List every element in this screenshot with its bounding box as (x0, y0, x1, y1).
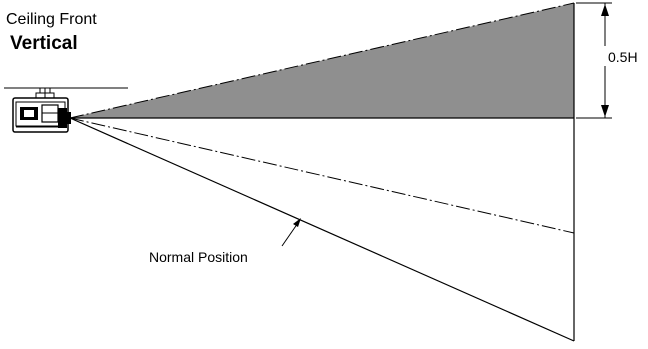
dimension-0-5h (576, 2, 612, 119)
projector-icon (12, 87, 71, 133)
orientation-title: Vertical (10, 33, 78, 54)
normal-lower-edge-line (69, 117, 575, 342)
normal-position-label: Normal Position (149, 249, 248, 265)
center-axis-line (69, 117, 575, 234)
callout-leader (281, 218, 301, 247)
dimension-label: 0.5H (608, 49, 638, 65)
mode-title: Ceiling Front (6, 11, 97, 28)
upper-edge-line (69, 2, 575, 119)
